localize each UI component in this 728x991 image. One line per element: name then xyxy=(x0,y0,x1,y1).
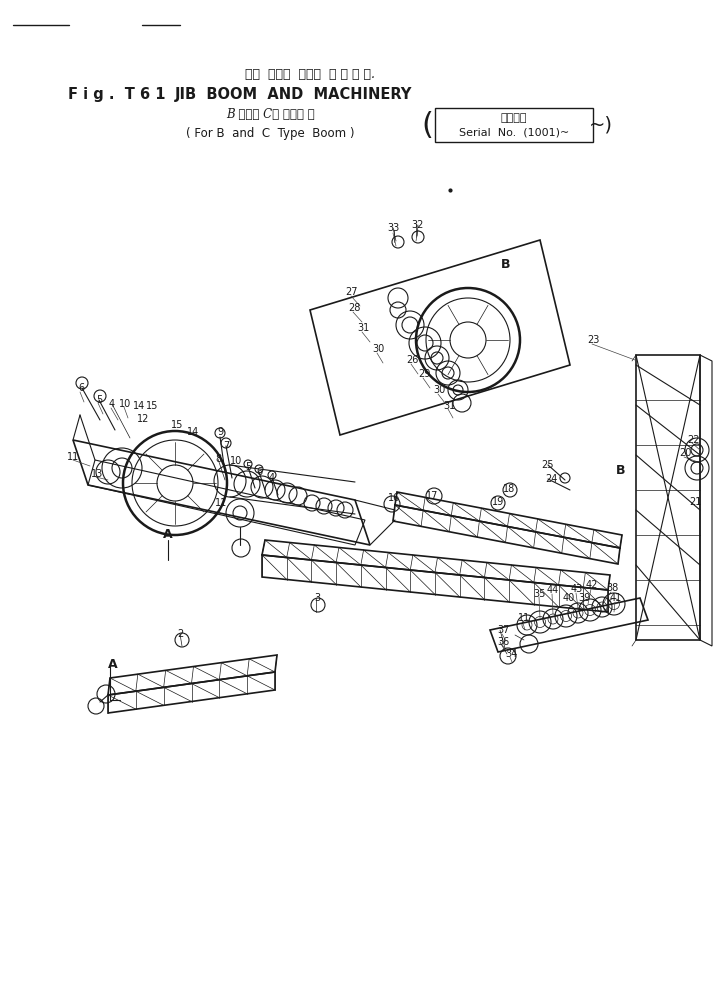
Text: 33: 33 xyxy=(387,223,399,233)
Text: 5: 5 xyxy=(96,395,102,405)
Text: 2: 2 xyxy=(177,629,183,639)
Text: 14: 14 xyxy=(187,427,199,437)
Text: 5: 5 xyxy=(245,462,251,472)
Text: 27: 27 xyxy=(346,287,358,297)
Text: 38: 38 xyxy=(606,583,618,593)
Text: 6: 6 xyxy=(78,383,84,393)
Text: 12: 12 xyxy=(137,414,149,424)
Text: 34: 34 xyxy=(505,649,517,659)
Text: 7: 7 xyxy=(223,441,229,451)
Text: 35: 35 xyxy=(534,589,546,599)
Text: 17: 17 xyxy=(426,491,438,501)
Text: 11: 11 xyxy=(518,613,530,623)
Text: 10: 10 xyxy=(230,456,242,466)
Text: 28: 28 xyxy=(348,303,360,313)
Text: 4: 4 xyxy=(269,473,275,483)
Text: 8: 8 xyxy=(215,454,221,464)
Text: ~): ~) xyxy=(589,116,613,135)
Text: 21: 21 xyxy=(689,497,701,507)
Text: A: A xyxy=(163,527,173,540)
Text: B: B xyxy=(502,259,511,272)
Text: 31: 31 xyxy=(443,401,455,411)
Text: 31: 31 xyxy=(357,323,369,333)
Text: 10: 10 xyxy=(119,399,131,409)
Text: 41: 41 xyxy=(610,593,622,603)
Text: 40: 40 xyxy=(563,593,575,603)
Text: 15: 15 xyxy=(146,401,158,411)
Text: 4: 4 xyxy=(109,399,115,409)
Text: 16: 16 xyxy=(388,493,400,503)
Text: ジブ  ブーム  および  マ シ ナ リ.: ジブ ブーム および マ シ ナ リ. xyxy=(245,68,375,81)
Text: 20: 20 xyxy=(678,448,691,458)
Text: 3: 3 xyxy=(314,593,320,603)
Text: JIB  BOOM  AND  MACHINERY: JIB BOOM AND MACHINERY xyxy=(175,87,412,102)
Text: 通用号機: 通用号機 xyxy=(501,113,527,123)
Text: 22: 22 xyxy=(687,435,700,445)
Text: B: B xyxy=(616,464,626,477)
Text: 39: 39 xyxy=(578,593,590,603)
Text: 29: 29 xyxy=(418,369,430,379)
Text: B および C形 ブーム 用: B および C形 ブーム 用 xyxy=(226,108,314,122)
Text: 30: 30 xyxy=(372,344,384,354)
Text: 42: 42 xyxy=(586,580,598,590)
Text: 36: 36 xyxy=(497,637,509,647)
Text: A: A xyxy=(108,658,118,672)
Text: 24: 24 xyxy=(545,474,557,484)
Text: 37: 37 xyxy=(496,625,509,635)
Text: 26: 26 xyxy=(405,355,418,365)
Text: 43: 43 xyxy=(571,584,583,594)
Text: 19: 19 xyxy=(492,497,504,507)
Text: 14: 14 xyxy=(133,401,145,411)
Text: 30: 30 xyxy=(433,385,445,395)
Text: 44: 44 xyxy=(547,585,559,595)
Text: (: ( xyxy=(421,111,433,140)
Text: 11: 11 xyxy=(215,498,227,508)
Text: 15: 15 xyxy=(171,420,183,430)
Text: F i g .  T 6 1: F i g . T 6 1 xyxy=(68,87,170,102)
Text: Serial  No.  (1001)~: Serial No. (1001)~ xyxy=(459,128,569,138)
Text: ( For B  and  C  Type  Boom ): ( For B and C Type Boom ) xyxy=(186,127,355,140)
Text: 9: 9 xyxy=(217,427,223,437)
Text: 23: 23 xyxy=(587,335,599,345)
Bar xyxy=(435,108,593,142)
Text: 32: 32 xyxy=(412,220,424,230)
Text: 25: 25 xyxy=(542,460,554,470)
Text: 6: 6 xyxy=(256,467,262,477)
Text: 11: 11 xyxy=(67,452,79,462)
Text: 13: 13 xyxy=(91,469,103,479)
Text: 18: 18 xyxy=(503,484,515,494)
